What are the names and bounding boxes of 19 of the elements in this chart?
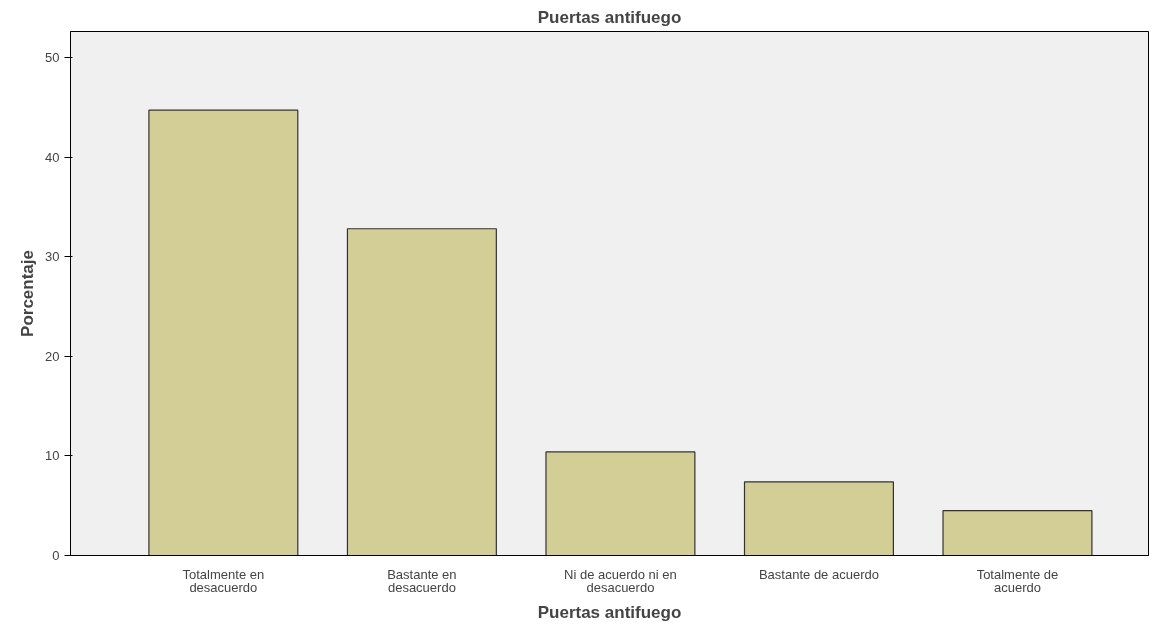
- bar: [545, 451, 696, 556]
- x-axis-title: Puertas antifuego: [537, 603, 682, 622]
- bar: [743, 481, 894, 556]
- bar: [148, 109, 299, 556]
- x-tick-label: Bastante de acuerdo: [758, 566, 879, 582]
- y-tick-label: 0: [52, 548, 60, 563]
- y-tick-label: 50: [45, 49, 60, 65]
- x-tick-label: Totalmente en desacuerdo: [182, 566, 265, 595]
- bar: [942, 510, 1093, 556]
- y-tick-label: 40: [45, 149, 60, 165]
- x-tick-label: Bastante en desacuerdo: [387, 566, 457, 595]
- x-tick-label: Ni de acuerdo ni en desacuerdo: [564, 566, 677, 595]
- y-tick-label: 10: [45, 448, 60, 464]
- x-tick-label: Totalmente de acuerdo: [976, 566, 1059, 595]
- chart-title: Puertas antifuego: [537, 7, 682, 27]
- y-tick-label: 30: [45, 249, 60, 265]
- y-tick-label: 20: [45, 348, 60, 364]
- bar: [346, 228, 497, 556]
- y-axis-title: Porcentaje: [18, 250, 38, 337]
